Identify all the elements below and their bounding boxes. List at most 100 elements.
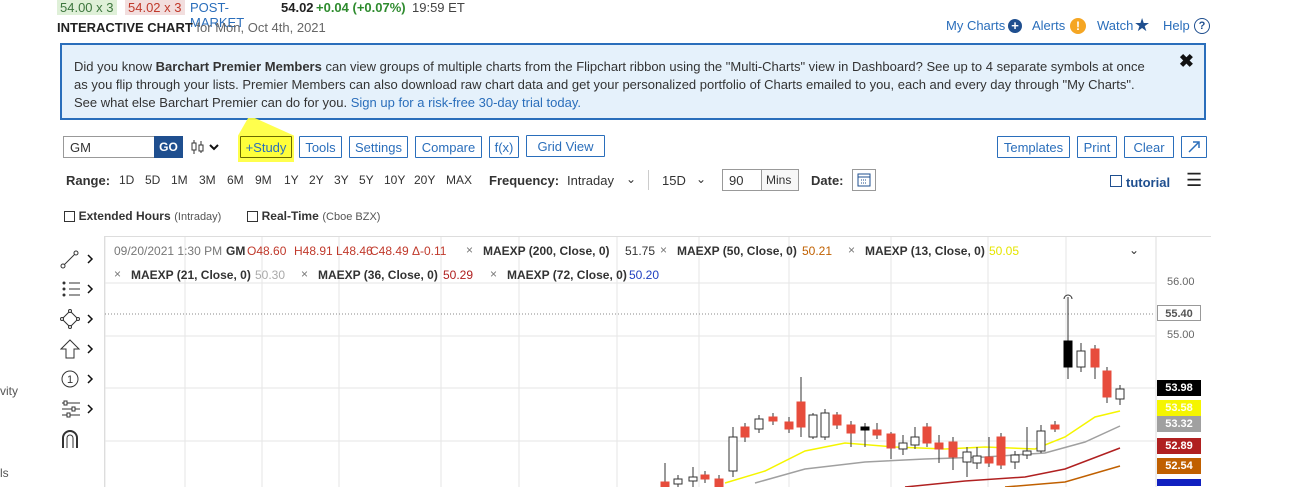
chevron-down-icon[interactable]: ⌄: [626, 172, 637, 186]
checkbox-icon[interactable]: [64, 211, 75, 223]
add-study-button[interactable]: +Study: [240, 136, 292, 158]
ma72-price-tag: [1157, 479, 1201, 486]
my-charts-link[interactable]: My Charts: [946, 18, 1006, 33]
y-tick-55: 55.00: [1167, 329, 1195, 341]
study-label-maexp13[interactable]: MAEXP (13, Close, 0): [865, 244, 985, 258]
range-max[interactable]: MAX: [446, 173, 473, 187]
interval-unit: Mins: [762, 169, 799, 191]
range-20y[interactable]: 20Y: [414, 173, 436, 187]
range-3y[interactable]: 3Y: [334, 173, 349, 187]
help-link[interactable]: Help: [1163, 18, 1190, 33]
candle: [962, 451, 972, 463]
label-tool[interactable]: 1: [60, 368, 100, 390]
interval-input[interactable]: 90: [722, 169, 762, 191]
chart-type-dropdown[interactable]: [190, 137, 222, 157]
ohlc-symbol: GM: [226, 244, 246, 258]
candle: [1090, 348, 1100, 368]
candle: [1022, 450, 1032, 456]
candle: [846, 424, 856, 434]
watch-link[interactable]: Watch: [1097, 18, 1134, 33]
tutorial-link[interactable]: tutorial: [1126, 175, 1171, 190]
interval-value: 90: [729, 173, 744, 188]
sidebar-item-activity[interactable]: vity: [0, 384, 18, 398]
range-5d[interactable]: 5D: [145, 173, 161, 187]
help-icon[interactable]: ?: [1194, 18, 1210, 34]
range-5y[interactable]: 5Y: [359, 173, 374, 187]
alerts-link[interactable]: Alerts: [1032, 18, 1066, 33]
study-label-maexp50[interactable]: MAEXP (50, Close, 0): [677, 244, 797, 258]
study-label-maexp72[interactable]: MAEXP (72, Close, 0): [507, 268, 627, 282]
candlestick-icon: [191, 140, 219, 154]
magnet-tool[interactable]: [60, 428, 100, 450]
remove-study-icon[interactable]: ×: [848, 243, 856, 257]
symbol-input[interactable]: GM: [63, 136, 155, 158]
ma21-line: [754, 425, 1121, 484]
candle: [808, 414, 818, 438]
clear-button[interactable]: Clear: [1124, 136, 1174, 158]
remove-study-icon[interactable]: ×: [301, 267, 309, 281]
study-label-maexp200[interactable]: MAEXP (200, Close, 0): [483, 244, 610, 258]
tools-button[interactable]: Tools: [299, 136, 342, 158]
templates-button[interactable]: Templates: [997, 136, 1070, 158]
realtime-checkbox[interactable]: Real-Time (Cboe BZX): [247, 208, 380, 223]
range-1y[interactable]: 1Y: [284, 173, 299, 187]
diamond-icon: [60, 309, 94, 329]
close-icon[interactable]: ✖: [1178, 51, 1194, 71]
frequency-label: Frequency:: [489, 173, 560, 188]
measure-tool[interactable]: [60, 398, 100, 420]
study-value-maexp50: 50.21: [802, 244, 833, 258]
fibonacci-tool[interactable]: [60, 278, 100, 300]
settings-button[interactable]: Settings: [349, 136, 408, 158]
chart-date: for Mon, Oct 4th, 2021: [196, 20, 326, 35]
print-button[interactable]: Print: [1077, 136, 1117, 158]
banner-signup-link[interactable]: Sign up for a risk-free 30-day trial tod…: [350, 95, 582, 110]
expand-icon[interactable]: [1181, 136, 1207, 158]
remove-study-icon[interactable]: ×: [114, 267, 122, 281]
ma50-line: [1004, 465, 1121, 487]
go-button[interactable]: GO: [154, 136, 183, 158]
magnet-icon: [62, 430, 78, 448]
range-3m[interactable]: 3M: [199, 173, 216, 187]
period-select[interactable]: 15D: [662, 173, 686, 188]
study-label-maexp36[interactable]: MAEXP (36, Close, 0): [318, 268, 438, 282]
study-label-maexp21[interactable]: MAEXP (21, Close, 0): [131, 268, 251, 282]
alert-icon[interactable]: !: [1070, 18, 1086, 34]
range-10y[interactable]: 10Y: [384, 173, 406, 187]
remove-study-icon[interactable]: ×: [490, 267, 498, 281]
range-1d[interactable]: 1D: [119, 173, 135, 187]
extended-hours-checkbox[interactable]: Extended Hours (Intraday): [64, 208, 221, 223]
range-2y[interactable]: 2Y: [309, 173, 324, 187]
grid-view-button[interactable]: Grid View: [526, 135, 605, 157]
legend-collapse-icon[interactable]: ⌄: [1129, 243, 1140, 257]
extended-hours-note: (Intraday): [174, 211, 222, 223]
ma21-price-tag: 53.32: [1157, 416, 1201, 432]
remove-study-icon[interactable]: ×: [466, 243, 474, 257]
star-icon[interactable]: ★: [1134, 15, 1151, 35]
crosshair-price-tag: 55.40: [1157, 305, 1201, 321]
calendar-icon[interactable]: [852, 169, 876, 191]
remove-study-icon[interactable]: ×: [660, 243, 668, 257]
chevron-down-icon[interactable]: ⌄: [696, 172, 707, 186]
ohlc-time: 09/20/2021 1:30 PM: [114, 244, 223, 258]
range-6m[interactable]: 6M: [227, 173, 244, 187]
checkbox-icon[interactable]: [247, 211, 258, 223]
menu-icon[interactable]: ☰: [1186, 170, 1203, 190]
range-9m[interactable]: 9M: [255, 173, 272, 187]
arrow-tool[interactable]: [59, 338, 100, 360]
compare-button[interactable]: Compare: [415, 136, 482, 158]
sidebar-item-tools[interactable]: ls: [0, 466, 9, 480]
range-1m[interactable]: 1M: [171, 173, 188, 187]
y-tick-56: 56.00: [1167, 276, 1195, 288]
trendline-tool[interactable]: [60, 248, 100, 270]
candle: [996, 436, 1006, 466]
candle: [872, 429, 882, 436]
shape-tool[interactable]: [60, 308, 100, 330]
study-value-maexp21: 50.30: [255, 268, 286, 282]
divider: [648, 170, 649, 190]
chart-area[interactable]: [104, 236, 1211, 487]
frequency-select[interactable]: Intraday: [567, 173, 614, 188]
plus-circle-icon[interactable]: +: [1008, 19, 1022, 33]
candle: [972, 455, 982, 464]
function-button[interactable]: f(x): [489, 136, 519, 158]
tutorial-icon[interactable]: [1110, 175, 1122, 187]
